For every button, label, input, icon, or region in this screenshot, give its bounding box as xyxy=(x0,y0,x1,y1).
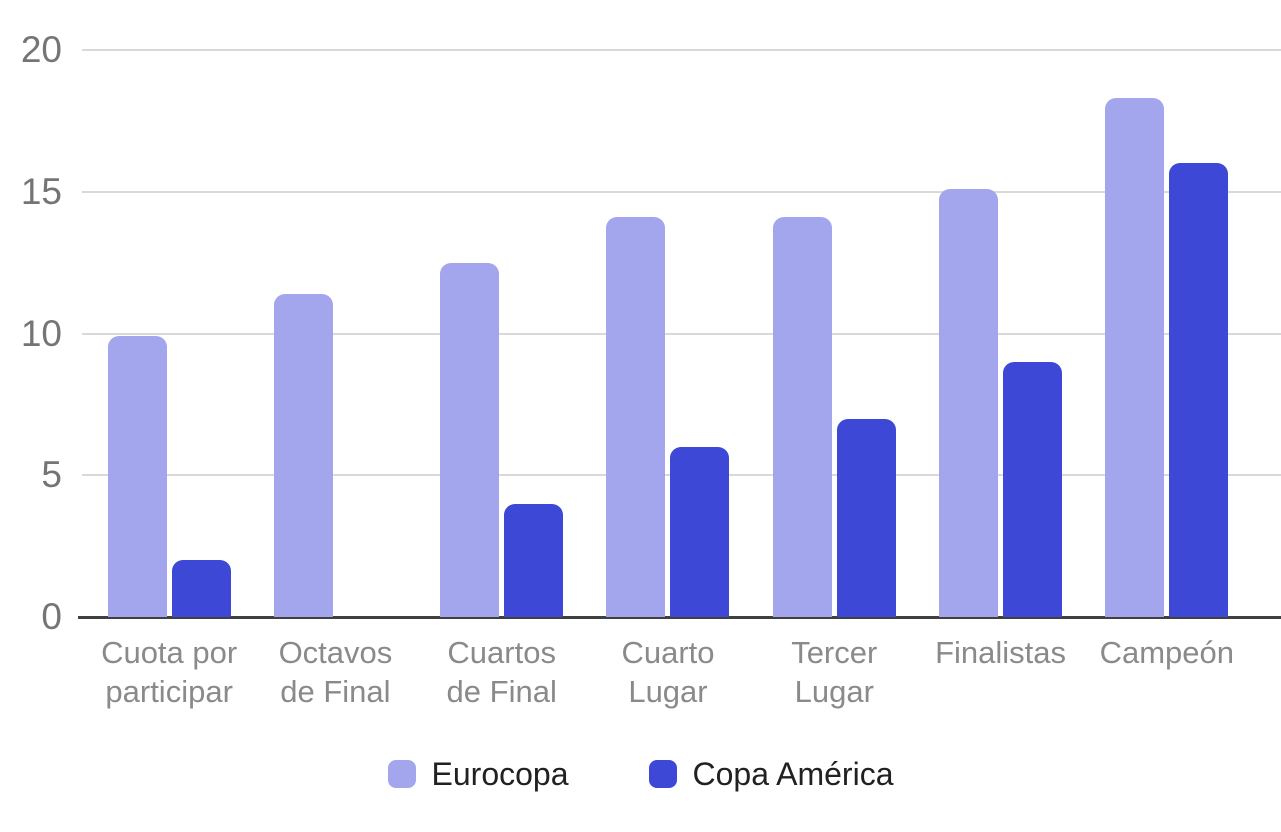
x-axis-line xyxy=(78,616,1281,619)
y-tick-label-0: 0 xyxy=(41,596,62,637)
legend-item-copa-america[interactable]: Copa América xyxy=(648,754,894,794)
chart-legend: Eurocopa Copa América xyxy=(0,754,1281,794)
bar-eurocopa-cuartos-de-final[interactable] xyxy=(440,262,500,617)
bar-copa-america-finalistas[interactable] xyxy=(1003,361,1063,617)
bar-group-cuartos-de-final xyxy=(419,0,585,617)
x-axis-label-cuartos-de-final: Cuartos de Final xyxy=(446,635,557,709)
gridline-15 xyxy=(82,190,1281,193)
bar-eurocopa-cuarto-lugar[interactable] xyxy=(606,217,666,617)
legend-label-copa-america: Copa América xyxy=(692,756,894,792)
bar-copa-america-cuota-por-participar[interactable] xyxy=(171,560,231,617)
x-axis-label-campeon: Campeón xyxy=(1099,635,1235,670)
bar-copa-america-campeon[interactable] xyxy=(1169,163,1229,617)
bar-group-tercer-lugar xyxy=(751,0,917,617)
bar-group-finalistas xyxy=(917,0,1083,617)
gridline-20 xyxy=(82,49,1281,51)
bar-copa-america-cuartos-de-final[interactable] xyxy=(504,503,564,617)
bar-eurocopa-tercer-lugar[interactable] xyxy=(772,217,832,617)
x-axis-label-finalistas: Finalistas xyxy=(935,635,1067,670)
y-tick-label-15: 15 xyxy=(20,170,62,212)
bar-copa-america-tercer-lugar[interactable] xyxy=(836,418,896,617)
legend-item-eurocopa[interactable]: Eurocopa xyxy=(387,754,569,794)
legend-label-eurocopa: Eurocopa xyxy=(431,756,569,792)
bar-eurocopa-finalistas[interactable] xyxy=(939,188,999,617)
bar-group-octavos-de-final xyxy=(252,0,418,617)
bar-eurocopa-cuota-por-participar[interactable] xyxy=(107,336,167,617)
bar-groups xyxy=(86,0,1250,617)
bar-eurocopa-octavos-de-final[interactable] xyxy=(273,293,333,617)
gridline-10 xyxy=(82,332,1281,335)
x-axis-label-cuarto-lugar: Cuarto Lugar xyxy=(621,635,715,709)
y-tick-label-10: 10 xyxy=(20,312,62,354)
x-axis-label-tercer-lugar: Tercer Lugar xyxy=(791,635,878,709)
legend-swatch-copa-america xyxy=(648,760,677,788)
bar-group-cuarto-lugar xyxy=(585,0,751,617)
x-axis-label-octavos-de-final: Octavos de Final xyxy=(278,635,393,709)
legend-swatch-eurocopa xyxy=(387,760,416,788)
x-axis-label-cuota-por-participar: Cuota por participar xyxy=(101,635,238,709)
bar-group-cuota-por-participar xyxy=(86,0,252,617)
y-tick-label-20: 20 xyxy=(20,29,62,70)
bar-eurocopa-campeon[interactable] xyxy=(1105,98,1165,617)
y-tick-label-5: 5 xyxy=(41,454,62,496)
bar-copa-america-cuarto-lugar[interactable] xyxy=(670,446,730,617)
bar-group-campeon xyxy=(1084,0,1250,617)
x-axis-labels: Cuota por participar Octavos de Final Cuar… xyxy=(86,633,1250,711)
